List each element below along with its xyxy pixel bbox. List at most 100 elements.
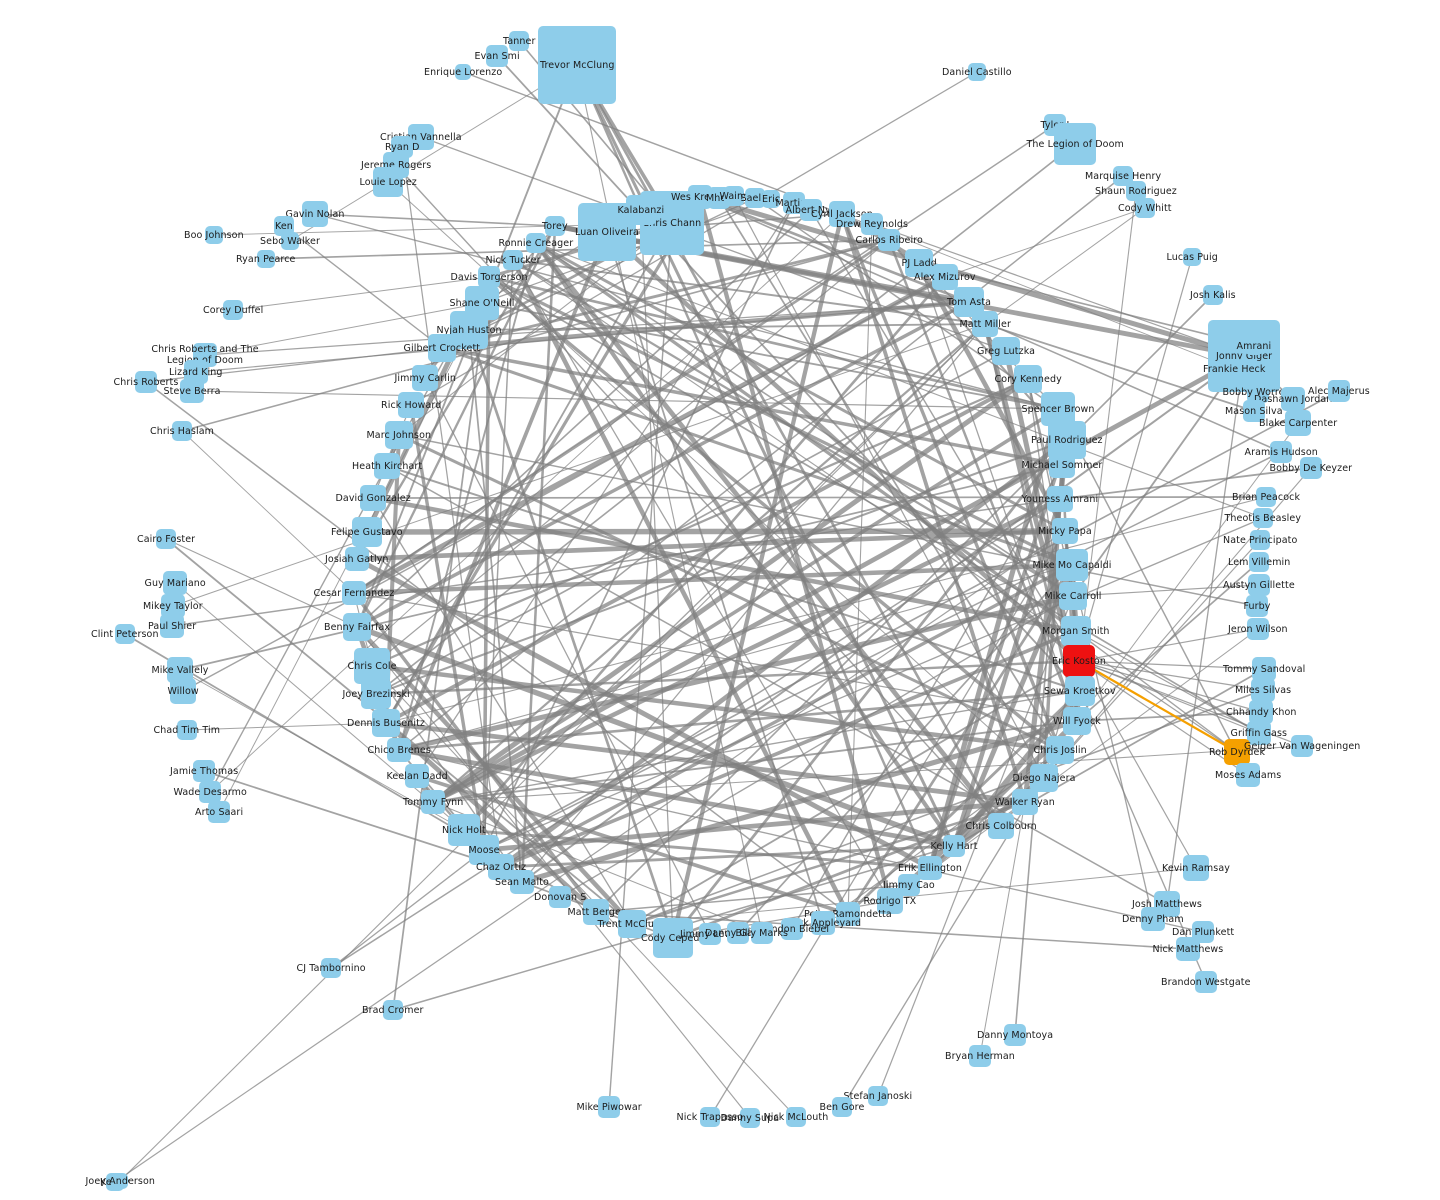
graph-node-gilbert-crockett[interactable] bbox=[428, 334, 456, 362]
graph-node-kelly-hart[interactable] bbox=[943, 835, 965, 857]
graph-node-albert-nyberg[interactable] bbox=[800, 199, 822, 221]
graph-node-danny-supa[interactable] bbox=[740, 1108, 760, 1128]
graph-node-steve-berra[interactable] bbox=[180, 379, 204, 403]
graph-node-drew-reynolds[interactable] bbox=[861, 213, 883, 235]
graph-node-wainy[interactable] bbox=[724, 186, 744, 206]
graph-node-brian-peacock[interactable] bbox=[1256, 487, 1276, 507]
graph-node-will-fyock[interactable] bbox=[1063, 707, 1091, 735]
graph-node-diego-najera[interactable] bbox=[1030, 764, 1058, 792]
graph-node-chris-cole[interactable] bbox=[354, 648, 390, 684]
graph-node-trent-mcclung[interactable] bbox=[618, 910, 646, 938]
graph-node-torey[interactable] bbox=[545, 216, 565, 236]
graph-node-stefan-janoski[interactable] bbox=[868, 1086, 888, 1106]
graph-node-peter-ramondetta[interactable] bbox=[836, 902, 860, 926]
graph-node-rick-howard[interactable] bbox=[398, 392, 424, 418]
graph-node-chaz-ortiz[interactable] bbox=[488, 854, 514, 880]
graph-node-bryan-herman[interactable] bbox=[969, 1045, 991, 1067]
graph-node-furby[interactable] bbox=[1246, 595, 1268, 617]
graph-node-geiger-van-wageningen[interactable] bbox=[1291, 735, 1313, 757]
graph-node-mike-mo-capaldi[interactable] bbox=[1056, 549, 1088, 581]
graph-node-jamie-thomas[interactable] bbox=[193, 760, 215, 782]
graph-node-cory-kennedy[interactable] bbox=[1014, 365, 1042, 393]
graph-node-martina[interactable] bbox=[783, 192, 805, 214]
graph-node-moses-adams[interactable] bbox=[1236, 763, 1260, 787]
graph-node-daniel-castillo[interactable] bbox=[968, 63, 986, 81]
graph-node-joey-anderson[interactable] bbox=[112, 1173, 128, 1189]
graph-node-austyn-gillette[interactable] bbox=[1248, 574, 1270, 596]
graph-node-morgan-smith[interactable] bbox=[1061, 616, 1091, 646]
graph-node-chad-tim-tim[interactable] bbox=[177, 720, 197, 740]
graph-node-cj-tambornino[interactable] bbox=[321, 958, 341, 978]
graph-node-youness-amrani[interactable] bbox=[1047, 486, 1073, 512]
graph-node-chris-colbourn[interactable] bbox=[988, 813, 1014, 839]
graph-node-rodrigo-tx[interactable] bbox=[877, 888, 903, 914]
graph-node-spencer-brown[interactable] bbox=[1041, 392, 1075, 426]
graph-node-josiah-gatlyn[interactable] bbox=[345, 547, 369, 571]
graph-node-ronnie-creager[interactable] bbox=[526, 233, 546, 253]
graph-node-aramis-hudson[interactable] bbox=[1270, 441, 1292, 463]
graph-node-shaun-rodriguez[interactable] bbox=[1126, 181, 1146, 201]
graph-node-micky-papa[interactable] bbox=[1052, 518, 1078, 544]
graph-node-danny-montoya[interactable] bbox=[1004, 1024, 1026, 1046]
graph-node-louie-lopez[interactable] bbox=[373, 167, 403, 197]
graph-node-corey-duffel[interactable] bbox=[223, 300, 243, 320]
graph-node-mark-appleyard[interactable] bbox=[811, 911, 835, 935]
graph-node-donovan-s[interactable] bbox=[549, 886, 571, 908]
graph-node-cody-whitt[interactable] bbox=[1135, 198, 1155, 218]
graph-node-tanner[interactable] bbox=[509, 31, 529, 51]
graph-node-michael-sommer[interactable] bbox=[1049, 452, 1075, 478]
graph-node-greg-lutzka[interactable] bbox=[992, 337, 1020, 365]
graph-node-dashawn-jordan[interactable] bbox=[1281, 387, 1305, 411]
graph-node-saelia[interactable] bbox=[745, 188, 765, 208]
graph-node-cairo-foster[interactable] bbox=[156, 529, 176, 549]
graph-node-alex-mizurov[interactable] bbox=[932, 264, 958, 290]
graph-node-nick-tucker[interactable] bbox=[503, 250, 523, 270]
graph-node-mike-carroll[interactable] bbox=[1059, 582, 1087, 610]
graph-node-chico-brenes[interactable] bbox=[387, 738, 411, 762]
graph-node-kalabanzi[interactable] bbox=[626, 195, 656, 225]
graph-node-guy-mariano[interactable] bbox=[163, 571, 187, 595]
graph-node-jeron-wilson[interactable] bbox=[1247, 618, 1269, 640]
graph-node-alec-majerus[interactable] bbox=[1328, 380, 1350, 402]
graph-node-ben-gore[interactable] bbox=[832, 1097, 852, 1117]
graph-node-eric-m[interactable] bbox=[762, 190, 780, 208]
graph-node-davis-torgerson[interactable] bbox=[478, 266, 500, 288]
graph-node-legion-of-doom[interactable] bbox=[1054, 123, 1096, 165]
graph-node-tommy-fynn[interactable] bbox=[421, 790, 445, 814]
graph-node-chris-haslam[interactable] bbox=[172, 421, 192, 441]
graph-node-heath-kirchart[interactable] bbox=[374, 453, 400, 479]
graph-node-rob-dyrdek[interactable] bbox=[1224, 739, 1250, 765]
graph-node-sean-malto[interactable] bbox=[510, 870, 534, 894]
graph-node-felipe-gustavo[interactable] bbox=[352, 517, 382, 547]
graph-node-jonny-giger[interactable] bbox=[1208, 320, 1280, 392]
graph-node-nick-matthews[interactable] bbox=[1176, 937, 1200, 961]
graph-node-brandon-biebel[interactable] bbox=[781, 918, 803, 940]
graph-node-brandon-westgate[interactable] bbox=[1195, 971, 1217, 993]
graph-node-walker-ryan[interactable] bbox=[1012, 789, 1038, 815]
graph-node-jelly-lewis[interactable] bbox=[699, 923, 721, 945]
graph-node-david-gonzalez[interactable] bbox=[360, 485, 386, 511]
graph-node-blake-carpenter[interactable] bbox=[1285, 410, 1311, 436]
graph-node-nate-principato[interactable] bbox=[1250, 530, 1270, 550]
graph-node-miles-silvas[interactable] bbox=[1251, 678, 1275, 702]
graph-node-theotis-beasley[interactable] bbox=[1253, 508, 1273, 528]
graph-node-cyril-jackson[interactable] bbox=[829, 201, 855, 227]
graph-node-sebo-walker[interactable] bbox=[281, 232, 299, 250]
graph-node-mason-silva[interactable] bbox=[1243, 400, 1265, 422]
graph-node-pj-ladd[interactable] bbox=[905, 249, 933, 277]
graph-node-brad-cromer[interactable] bbox=[383, 1000, 403, 1020]
graph-node-evan-smith[interactable] bbox=[486, 45, 508, 67]
graph-node-cesar-fernandez[interactable] bbox=[342, 581, 366, 605]
graph-node-chhandy-khon[interactable] bbox=[1249, 700, 1273, 724]
graph-node-erik-ellington[interactable] bbox=[918, 856, 942, 880]
graph-node-cody-cepeda[interactable] bbox=[653, 918, 693, 958]
graph-node-nyjah-huston[interactable] bbox=[450, 311, 488, 349]
graph-node-bobby-de-keyzer[interactable] bbox=[1300, 457, 1322, 479]
graph-node-eric-koston[interactable] bbox=[1063, 645, 1095, 677]
graph-node-mike-piwowar[interactable] bbox=[598, 1096, 620, 1118]
graph-node-amrani-2[interactable] bbox=[1245, 337, 1263, 355]
graph-node-jimmy-carlin[interactable] bbox=[412, 365, 438, 391]
graph-node-josh-kalis[interactable] bbox=[1203, 285, 1223, 305]
graph-node-paul-shier[interactable] bbox=[160, 614, 184, 638]
graph-node-benny-fairfax[interactable] bbox=[343, 613, 371, 641]
